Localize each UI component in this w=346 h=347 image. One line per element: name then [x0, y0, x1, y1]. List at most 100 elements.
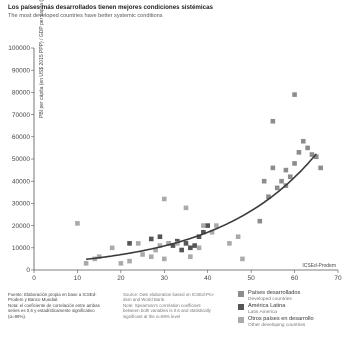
- y-tick-label: 90000: [12, 67, 30, 74]
- chart-source-tag: ICSEd-Prodem: [302, 263, 336, 269]
- data-point: [209, 229, 215, 235]
- data-point: [192, 243, 197, 248]
- source-line: (α=99%).: [8, 313, 27, 319]
- y-axis-label: PBI per cápita (en US$ 2015 PPP) / GDP p…: [39, 0, 45, 118]
- data-point: [214, 223, 219, 228]
- data-point: [261, 178, 267, 184]
- data-point: [270, 165, 276, 171]
- x-tick-label: 60: [291, 275, 299, 282]
- legend-item-other-developing: Otros países en desarrollo Other develop…: [238, 316, 314, 329]
- data-point: [188, 254, 193, 259]
- legend: Países desarrollados Developed countries…: [238, 290, 314, 329]
- data-point: [257, 218, 263, 224]
- data-point: [170, 243, 176, 248]
- data-point: [270, 118, 276, 124]
- y-tick-label: 80000: [12, 90, 30, 97]
- x-tick-label: 0: [32, 275, 36, 282]
- y-tick-label: 70000: [12, 112, 30, 119]
- x-tick-label: 20: [117, 275, 125, 282]
- x-tick-label: 70: [334, 275, 342, 282]
- data-point: [240, 256, 245, 262]
- data-point: [287, 174, 293, 180]
- data-point: [161, 196, 167, 202]
- source-line: significant at the α=99% level: [123, 313, 181, 319]
- legend-label: Países desarrollados: [248, 290, 301, 296]
- source-line: Fuente: Elaboración propia en base a ICS…: [8, 292, 97, 297]
- chart-title: Los países más desarrollados tienen mejo…: [8, 4, 213, 11]
- data-point: [196, 234, 202, 239]
- data-point: [201, 223, 206, 228]
- data-point: [127, 241, 132, 246]
- x-tick-label: 10: [74, 275, 82, 282]
- legend-swatch: [238, 317, 244, 323]
- x-tick-label: 50: [248, 275, 256, 282]
- legend-label: América Latina: [248, 303, 286, 309]
- data-point: [161, 256, 167, 262]
- source-line: Prodem y Banco Mundial.: [8, 297, 59, 303]
- legend-sublabel: Latin America: [248, 309, 278, 315]
- data-point: [175, 241, 180, 246]
- legend-swatch: [238, 291, 244, 297]
- data-point: [157, 243, 163, 248]
- data-point: [118, 261, 124, 266]
- source-note-en: Source: Own elaboration based on ICSEd-P…: [123, 292, 231, 319]
- data-point: [127, 258, 132, 264]
- data-point: [148, 254, 154, 259]
- trend-line: [85, 153, 317, 261]
- data-point: [183, 205, 189, 211]
- y-tick-label: 100000: [8, 45, 30, 52]
- data-point: [183, 241, 189, 246]
- legend-sublabel: Other developing countries: [248, 322, 306, 328]
- y-tick-label: 10000: [12, 245, 30, 252]
- source-line: series es 0,6 y estadísticamente signifi…: [8, 308, 95, 314]
- source-line: Note: Spearman's correlation coefficient: [123, 302, 201, 308]
- x-tick-label: 40: [204, 275, 212, 282]
- data-point: [109, 245, 115, 251]
- data-point: [227, 241, 232, 246]
- data-point: [196, 245, 202, 251]
- data-point: [283, 167, 289, 173]
- data-point: [135, 241, 141, 246]
- data-point: [235, 234, 241, 239]
- legend-item-developed: Países desarrollados Developed countries: [238, 290, 314, 303]
- data-point: [318, 165, 323, 171]
- data-point: [274, 185, 280, 191]
- data-point: [292, 161, 297, 166]
- data-point: [179, 247, 184, 253]
- data-point: [96, 254, 102, 259]
- y-tick-label: 30000: [12, 201, 30, 208]
- source-line: Nota: el coeficiente de correlación entr…: [8, 302, 100, 308]
- data-point: [300, 138, 306, 144]
- data-point: [305, 145, 310, 151]
- x-tick-label: 30: [161, 275, 169, 282]
- y-tick-label: 20000: [12, 223, 30, 230]
- source-line: between both variables is 0.6 and statis…: [123, 308, 211, 314]
- data-point: [205, 223, 211, 228]
- legend-label: Otros países en desarrollo: [248, 316, 314, 322]
- legend-item-latin-america: América Latina Latin America: [238, 303, 314, 316]
- data-point: [140, 252, 145, 257]
- source-line: Source: Own elaboration based on ICSEd-P…: [123, 292, 215, 297]
- data-point: [153, 247, 158, 253]
- data-point: [313, 154, 319, 160]
- data-point: [201, 229, 206, 235]
- data-point: [309, 152, 315, 157]
- source-note-es: Fuente: Elaboración propia en base a ICS…: [8, 292, 116, 319]
- data-point: [83, 261, 89, 266]
- y-tick-label: 50000: [12, 156, 30, 163]
- data-point: [148, 236, 154, 242]
- data-point: [188, 245, 193, 251]
- data-point: [157, 234, 163, 239]
- y-tick-label: 60000: [12, 134, 30, 141]
- legend-swatch: [238, 304, 244, 310]
- y-tick-label: 0: [26, 267, 30, 274]
- data-point: [292, 92, 297, 97]
- y-tick-label: 40000: [12, 178, 30, 185]
- chart-subtitle: The most developed countries have better…: [8, 13, 163, 19]
- source-line: dem and World Bank.: [123, 297, 166, 303]
- data-point: [296, 150, 302, 155]
- data-point: [266, 194, 271, 200]
- data-point: [75, 221, 80, 226]
- legend-sublabel: Developed countries: [248, 296, 292, 302]
